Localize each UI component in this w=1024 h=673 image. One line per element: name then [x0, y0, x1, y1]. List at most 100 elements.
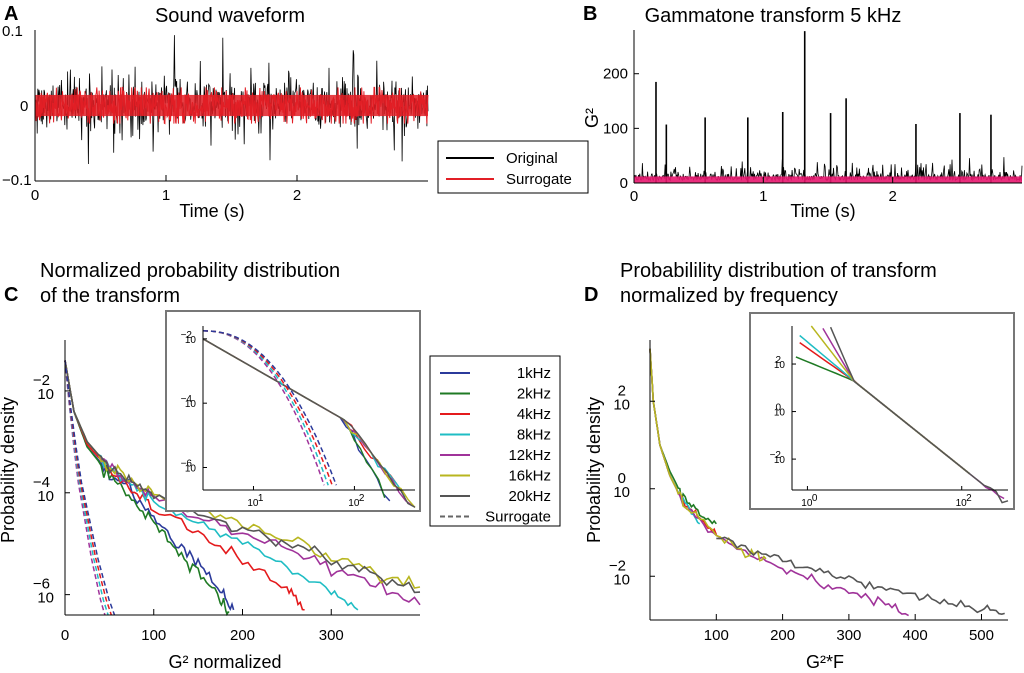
panel-c-xtick-label: 200	[230, 627, 255, 644]
panel-c: Normalized probability distribution C of…	[0, 260, 561, 672]
panel-d-inset-ytick-label-exp: 2	[775, 355, 781, 366]
panel-c-ytick-label-exp: −2	[33, 372, 50, 389]
panel-a-xtick-label: 0	[31, 187, 39, 204]
panel-d-series-20kHz	[716, 536, 1005, 616]
panel-label-b: B	[583, 3, 597, 25]
panel-d-ytick-label: 10	[613, 396, 630, 413]
panel-b-title: Gammatone transform 5 kHz	[645, 5, 902, 27]
panel-d-inset-series-20kHz	[829, 326, 1009, 504]
panel-d-xtick-label: 500	[969, 627, 994, 644]
panel-d-inset-ytick-label: 10	[774, 408, 786, 419]
panel-b-x-ticks: 0 1 2	[630, 177, 897, 205]
panel-a-ytick-label: 0	[20, 98, 28, 115]
panel-d-ytick-label-exp: −2	[609, 557, 626, 574]
panel-b-xtick-label: 1	[759, 188, 767, 205]
panel-d-inset-xtick-exp: 0	[812, 493, 818, 504]
legend-c-frame	[429, 355, 561, 527]
panel-c-y-label: Probability density	[0, 397, 18, 543]
panel-c-inset-xtick-exp: 2	[359, 493, 365, 504]
panel-c-inset-surrogate	[202, 330, 337, 486]
legend-c-label: 20kHz	[508, 488, 551, 505]
panel-a-surrogate-band	[35, 94, 428, 117]
panel-b-xtick-label: 0	[630, 188, 638, 205]
panel-d-x-ticks: 100 200 300 400 500	[704, 614, 994, 644]
legend-c-label: 8kHz	[517, 427, 551, 444]
panel-a-traces	[34, 35, 429, 165]
panel-c-inset-xtick-exp: 1	[258, 493, 264, 504]
legend-c: 1kHz 2kHz 4kHz 8kHz 12kHz 16kHz 20kHz Surrogate	[440, 365, 551, 526]
panel-d-title-line1: Probabilility distribution of transform	[620, 260, 937, 282]
panel-b-ytick-label: 100	[603, 120, 628, 137]
panel-b-series-surrogate	[634, 176, 1022, 183]
panel-c-inset-ytick-label-exp: −2	[181, 330, 193, 341]
panel-c-inset-ytick-label-exp: −6	[181, 458, 193, 469]
panel-d-xtick-label: 400	[903, 627, 928, 644]
legend-a-label-surrogate: Surrogate	[506, 171, 572, 188]
panel-c-ytick-label: 10	[37, 488, 54, 505]
legend-c-label: 1kHz	[517, 365, 551, 382]
panel-label-a: A	[4, 3, 18, 25]
panel-d: Probabilility distribution of transform …	[584, 260, 1015, 672]
panel-c-xtick-label: 100	[141, 627, 166, 644]
panel-c-ytick-label-exp: −6	[33, 576, 50, 593]
panel-c-ytick-label-exp: −4	[33, 474, 50, 491]
panel-b-x-label: Time (s)	[790, 201, 855, 221]
legend-a: Original Surrogate	[437, 140, 589, 194]
panel-c-y-ticks: 10−210−410−6	[33, 372, 70, 607]
panel-c-xtick-label: 300	[319, 627, 344, 644]
panel-a-xtick-label: 1	[162, 187, 170, 204]
panel-c-ytick-label: 10	[37, 590, 54, 607]
panel-d-xtick-label: 100	[704, 627, 729, 644]
panel-d-title-line2: normalized by frequency	[620, 285, 838, 307]
panel-d-series-8kHz	[649, 348, 701, 525]
panel-d-inset-ytick-label: 10	[774, 455, 786, 466]
panel-a-x-label: Time (s)	[179, 201, 244, 221]
panel-d-ytick-label: 10	[613, 484, 630, 501]
panel-c-inset-series-20kHz	[202, 338, 416, 508]
panel-b-xtick-label: 2	[888, 188, 896, 205]
panel-c-inset-ytick-label: 10	[185, 463, 197, 474]
legend-c-label: Surrogate	[485, 509, 551, 526]
panel-c-inset-ytick-label: 10	[185, 335, 197, 346]
panel-c-xtick-label: 0	[61, 627, 69, 644]
panel-d-ytick-label-exp: 0	[618, 470, 626, 487]
panel-c-inset-ytick-label-exp: −4	[181, 394, 193, 405]
panel-d-series-16kHz	[649, 348, 767, 562]
panel-c-inset-ytick-label: 10	[185, 399, 197, 410]
legend-c-label: 4kHz	[517, 406, 551, 423]
panel-c-inset	[202, 330, 416, 508]
panel-d-xtick-label: 300	[836, 627, 861, 644]
panel-d-y-label: Probability density	[584, 397, 604, 543]
panel-c-x-label: G² normalized	[168, 652, 281, 672]
panel-c-inset-xtick-label: 10	[348, 498, 360, 509]
panel-d-inset-ytick-label-exp: 0	[775, 403, 781, 414]
panel-d-inset-frame	[749, 312, 1015, 510]
panel-b-ytick-label: 0	[620, 175, 628, 192]
panel-label-c: C	[4, 284, 18, 306]
panel-d-ytick-label-exp: 2	[618, 382, 626, 399]
panel-c-title-line2: of the transform	[40, 285, 180, 307]
panel-c-inset-surrogate	[202, 330, 329, 486]
legend-c-label: 16kHz	[508, 468, 551, 485]
panel-label-d: D	[584, 284, 598, 306]
panel-c-title-line1: Normalized probability distribution	[40, 260, 340, 282]
panel-c-surrogate-line	[64, 360, 116, 616]
panel-b-y-ticks: 0 100 200	[603, 66, 639, 192]
panel-d-ytick-label: 10	[613, 571, 630, 588]
panel-c-x-ticks: 0 100 200 300	[61, 609, 344, 644]
panel-c-inset-surrogate	[202, 330, 333, 486]
panel-c-inset-frame	[165, 310, 421, 512]
legend-a-label-original: Original	[506, 150, 558, 167]
legend-c-label: 12kHz	[508, 447, 551, 464]
panel-a-x-ticks: 0 1 2	[31, 175, 301, 204]
panel-a-title: Sound waveform	[155, 5, 305, 27]
panel-d-x-label: G²*F	[806, 652, 844, 672]
panel-b-y-label: G²	[582, 108, 602, 128]
panel-d-inset	[795, 325, 1009, 504]
panel-a-xtick-label: 2	[293, 187, 301, 204]
panel-a-ytick-label: −0.1	[2, 172, 32, 189]
panel-c-ytick-label: 10	[37, 386, 54, 403]
